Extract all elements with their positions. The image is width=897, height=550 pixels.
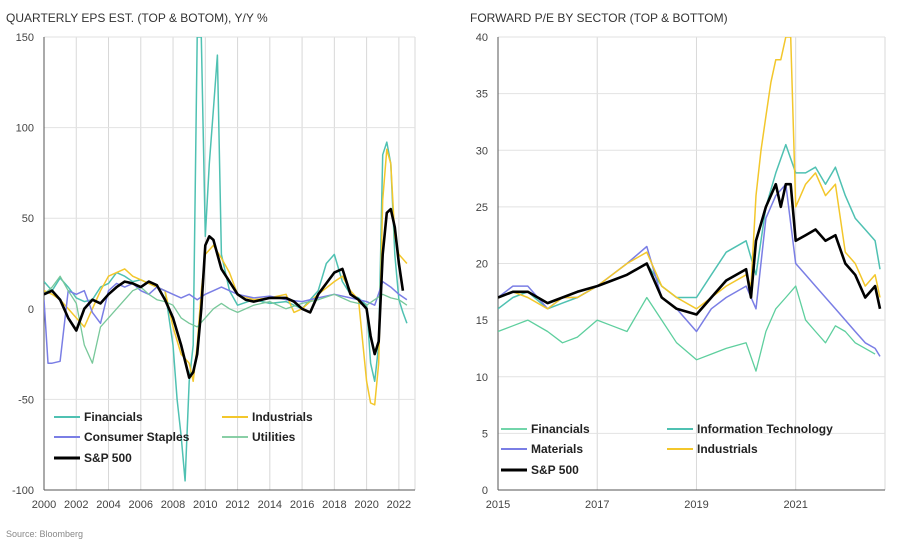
series-line-industrials — [44, 148, 408, 406]
legend-label: Financials — [84, 410, 143, 424]
y-tick-label: 25 — [476, 202, 488, 214]
y-tick-label: 150 — [16, 32, 34, 44]
series-line-s-p-500 — [498, 182, 882, 316]
x-tick-label: 2002 — [64, 499, 88, 511]
legend-label: Industrials — [252, 410, 313, 424]
chart-title: QUARTERLY EPS EST. (TOP & BOTOM), Y/Y % — [6, 11, 268, 25]
y-tick-label: 20 — [476, 259, 488, 271]
source-note: Source: Bloomberg — [6, 529, 83, 539]
legend-label: Consumer Staples — [84, 430, 190, 444]
y-tick-label: 30 — [476, 145, 488, 157]
legend-label: S&P 500 — [531, 463, 579, 477]
series-line-industrials — [498, 37, 881, 310]
x-tick-label: 2014 — [258, 499, 282, 511]
x-tick-label: 2017 — [585, 499, 609, 511]
series-line-utilities — [44, 275, 408, 364]
x-tick-label: 2018 — [322, 499, 346, 511]
y-tick-label: 5 — [482, 428, 488, 440]
y-tick-label: 10 — [476, 372, 488, 384]
x-tick-label: 2019 — [684, 499, 708, 511]
series-line-financials — [498, 285, 876, 372]
x-tick-label: 2015 — [486, 499, 510, 511]
x-tick-label: 2021 — [783, 499, 807, 511]
y-tick-label: 35 — [476, 89, 488, 101]
x-tick-label: 2008 — [161, 499, 185, 511]
x-tick-label: 2006 — [129, 499, 153, 511]
chart-title: FORWARD P/E BY SECTOR (TOP & BOTTOM) — [470, 11, 728, 25]
x-tick-label: 2016 — [290, 499, 314, 511]
chart-eps-growth: QUARTERLY EPS EST. (TOP & BOTOM), Y/Y % … — [6, 11, 416, 511]
y-tick-label: -100 — [12, 485, 34, 497]
y-tick-label: 0 — [482, 485, 488, 497]
legend-label: Industrials — [697, 442, 758, 456]
legend-label: S&P 500 — [84, 451, 132, 465]
legend-label: Utilities — [252, 430, 296, 444]
x-tick-label: 2012 — [225, 499, 249, 511]
x-tick-label: 2010 — [193, 499, 217, 511]
x-tick-label: 2020 — [354, 499, 378, 511]
x-tick-label: 2022 — [387, 499, 411, 511]
series-line-consumer-staples — [44, 280, 408, 364]
series-line-financials — [44, 37, 408, 482]
series-line-s-p-500 — [44, 207, 405, 380]
series-line-materials — [498, 183, 881, 357]
legend-label: Materials — [531, 442, 583, 456]
y-tick-label: 0 — [28, 304, 34, 316]
legend-label: Information Technology — [697, 422, 833, 436]
y-tick-label: 40 — [476, 32, 488, 44]
y-tick-label: 50 — [22, 213, 34, 225]
y-tick-label: -50 — [18, 394, 34, 406]
y-tick-label: 15 — [476, 315, 488, 327]
x-tick-label: 2004 — [96, 499, 120, 511]
series-line-information-technology — [498, 143, 881, 310]
legend-label: Financials — [531, 422, 590, 436]
x-tick-label: 2000 — [32, 499, 56, 511]
y-tick-label: 100 — [16, 123, 34, 135]
chart-forward-pe: FORWARD P/E BY SECTOR (TOP & BOTTOM) 40 3… — [470, 11, 886, 511]
